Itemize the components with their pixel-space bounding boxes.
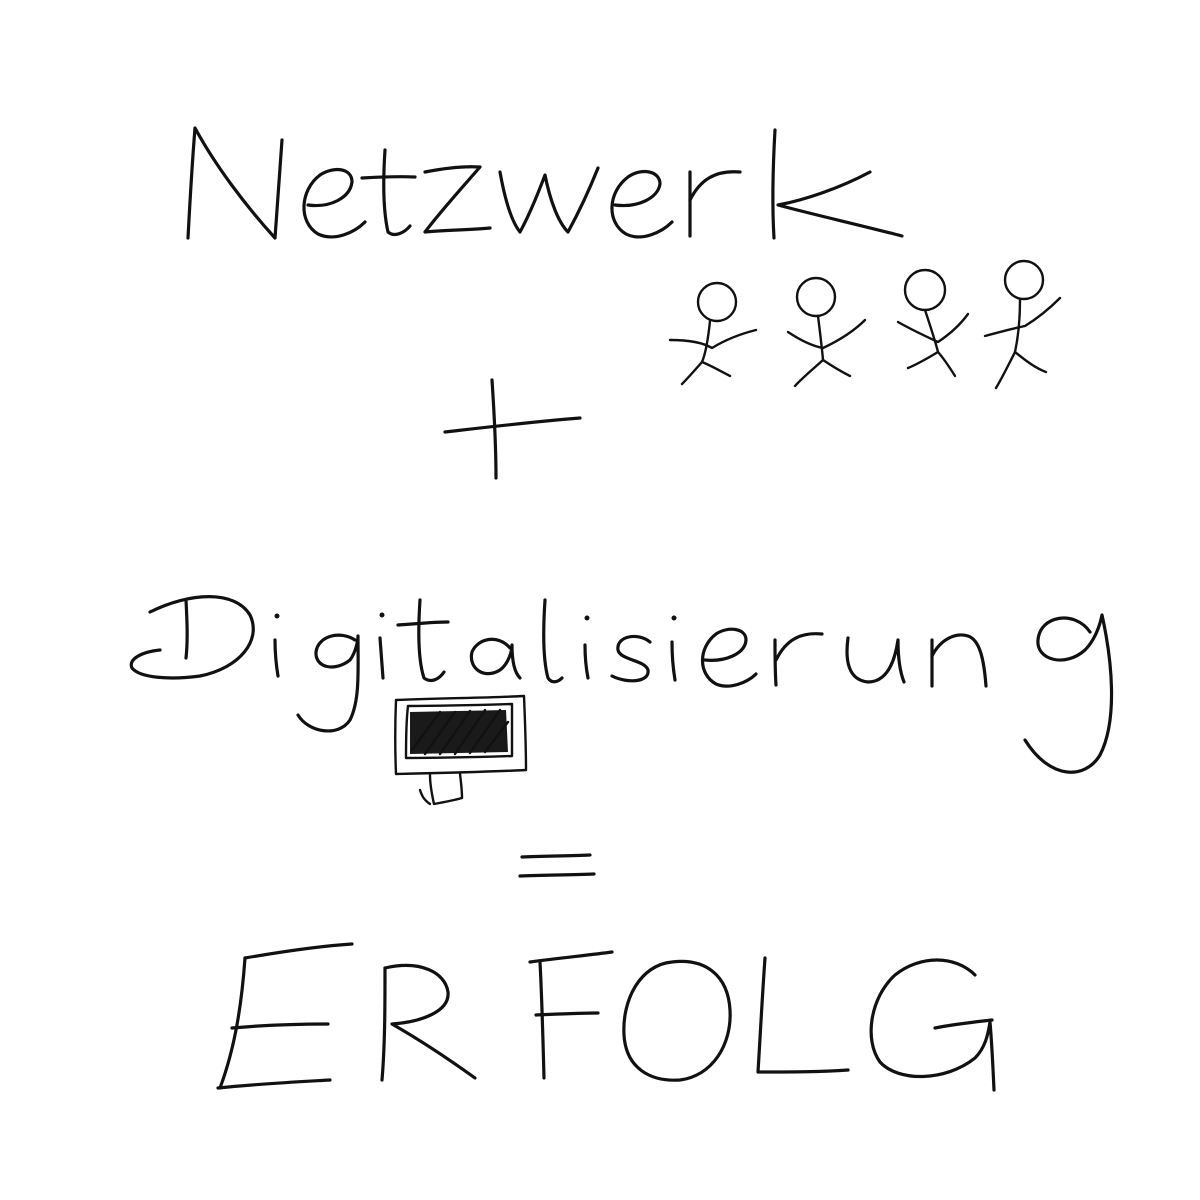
netzwerk-strokes [186, 126, 904, 240]
digitalisierung-strokes [129, 595, 1114, 774]
erfolg-strokes [216, 942, 996, 1092]
stick-figure-icon [668, 281, 758, 386]
equals-strokes [518, 853, 596, 878]
monitor-icon [394, 694, 528, 806]
stick-figure-icon [983, 259, 1062, 390]
stick-figure-icon [896, 268, 970, 378]
plus-strokes [443, 378, 582, 480]
stick-figure-icon [786, 276, 867, 388]
